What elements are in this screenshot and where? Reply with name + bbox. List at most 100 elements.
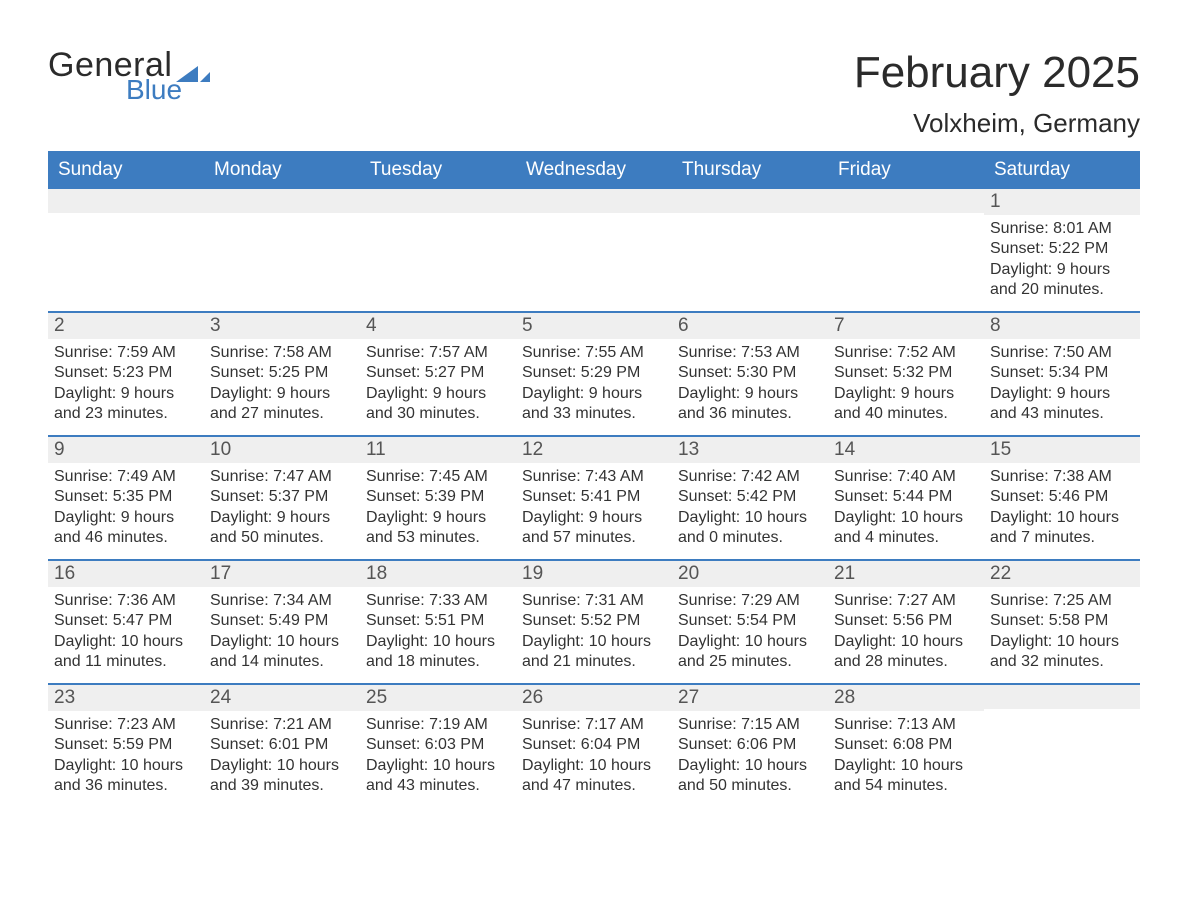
day-details: Sunrise: 8:01 AMSunset: 5:22 PMDaylight:… xyxy=(984,215,1140,311)
sunrise-text: Sunrise: 7:19 AM xyxy=(366,715,510,735)
daylight-text: Daylight: 10 hours and 43 minutes. xyxy=(366,756,510,797)
sunset-text: Sunset: 5:35 PM xyxy=(54,487,198,507)
calendar-cell xyxy=(672,189,828,311)
calendar-cell: 19Sunrise: 7:31 AMSunset: 5:52 PMDayligh… xyxy=(516,561,672,683)
day-details: Sunrise: 7:36 AMSunset: 5:47 PMDaylight:… xyxy=(48,587,204,683)
daylight-text: Daylight: 10 hours and 54 minutes. xyxy=(834,756,978,797)
day-number: 16 xyxy=(48,561,204,587)
daylight-text: Daylight: 9 hours and 36 minutes. xyxy=(678,384,822,425)
day-number: 7 xyxy=(828,313,984,339)
calendar-cell: 11Sunrise: 7:45 AMSunset: 5:39 PMDayligh… xyxy=(360,437,516,559)
calendar-week: 9Sunrise: 7:49 AMSunset: 5:35 PMDaylight… xyxy=(48,435,1140,559)
sunset-text: Sunset: 5:56 PM xyxy=(834,611,978,631)
daylight-text: Daylight: 10 hours and 36 minutes. xyxy=(54,756,198,797)
daylight-text: Daylight: 10 hours and 4 minutes. xyxy=(834,508,978,549)
daylight-text: Daylight: 9 hours and 30 minutes. xyxy=(366,384,510,425)
daylight-text: Daylight: 9 hours and 23 minutes. xyxy=(54,384,198,425)
calendar-week: 23Sunrise: 7:23 AMSunset: 5:59 PMDayligh… xyxy=(48,683,1140,807)
calendar-cell: 17Sunrise: 7:34 AMSunset: 5:49 PMDayligh… xyxy=(204,561,360,683)
sunset-text: Sunset: 6:01 PM xyxy=(210,735,354,755)
calendar-cell: 27Sunrise: 7:15 AMSunset: 6:06 PMDayligh… xyxy=(672,685,828,807)
month-title: February 2025 xyxy=(854,48,1140,98)
calendar-cell: 4Sunrise: 7:57 AMSunset: 5:27 PMDaylight… xyxy=(360,313,516,435)
sunset-text: Sunset: 5:54 PM xyxy=(678,611,822,631)
day-details: Sunrise: 7:23 AMSunset: 5:59 PMDaylight:… xyxy=(48,711,204,807)
calendar-week: 2Sunrise: 7:59 AMSunset: 5:23 PMDaylight… xyxy=(48,311,1140,435)
day-number: 21 xyxy=(828,561,984,587)
daylight-text: Daylight: 9 hours and 50 minutes. xyxy=(210,508,354,549)
sunset-text: Sunset: 5:22 PM xyxy=(990,239,1134,259)
sunset-text: Sunset: 5:25 PM xyxy=(210,363,354,383)
sunset-text: Sunset: 5:41 PM xyxy=(522,487,666,507)
sunrise-text: Sunrise: 7:27 AM xyxy=(834,591,978,611)
calendar-cell: 25Sunrise: 7:19 AMSunset: 6:03 PMDayligh… xyxy=(360,685,516,807)
calendar-cell: 13Sunrise: 7:42 AMSunset: 5:42 PMDayligh… xyxy=(672,437,828,559)
calendar-cell: 9Sunrise: 7:49 AMSunset: 5:35 PMDaylight… xyxy=(48,437,204,559)
day-number: 19 xyxy=(516,561,672,587)
day-number: 12 xyxy=(516,437,672,463)
sunset-text: Sunset: 5:44 PM xyxy=(834,487,978,507)
weekday-header: Friday xyxy=(828,151,984,189)
day-number: 8 xyxy=(984,313,1140,339)
calendar-body: 1Sunrise: 8:01 AMSunset: 5:22 PMDaylight… xyxy=(48,189,1140,807)
daynum-strip-empty xyxy=(828,189,984,213)
sunrise-text: Sunrise: 7:29 AM xyxy=(678,591,822,611)
day-details: Sunrise: 7:33 AMSunset: 5:51 PMDaylight:… xyxy=(360,587,516,683)
sunset-text: Sunset: 5:34 PM xyxy=(990,363,1134,383)
sunrise-text: Sunrise: 7:25 AM xyxy=(990,591,1134,611)
calendar-sheet: General Blue February 2025 Volxheim, Ger… xyxy=(0,0,1188,867)
calendar-cell: 28Sunrise: 7:13 AMSunset: 6:08 PMDayligh… xyxy=(828,685,984,807)
brand-logo: General Blue xyxy=(48,48,210,104)
sunrise-text: Sunrise: 7:47 AM xyxy=(210,467,354,487)
day-details: Sunrise: 7:53 AMSunset: 5:30 PMDaylight:… xyxy=(672,339,828,435)
daylight-text: Daylight: 9 hours and 40 minutes. xyxy=(834,384,978,425)
day-details: Sunrise: 7:45 AMSunset: 5:39 PMDaylight:… xyxy=(360,463,516,559)
sunrise-text: Sunrise: 7:58 AM xyxy=(210,343,354,363)
day-details: Sunrise: 7:17 AMSunset: 6:04 PMDaylight:… xyxy=(516,711,672,807)
day-number: 24 xyxy=(204,685,360,711)
calendar-cell: 5Sunrise: 7:55 AMSunset: 5:29 PMDaylight… xyxy=(516,313,672,435)
daylight-text: Daylight: 9 hours and 20 minutes. xyxy=(990,260,1134,301)
day-details: Sunrise: 7:38 AMSunset: 5:46 PMDaylight:… xyxy=(984,463,1140,559)
day-details: Sunrise: 7:15 AMSunset: 6:06 PMDaylight:… xyxy=(672,711,828,807)
sunset-text: Sunset: 5:59 PM xyxy=(54,735,198,755)
sunset-text: Sunset: 5:51 PM xyxy=(366,611,510,631)
sunrise-text: Sunrise: 7:36 AM xyxy=(54,591,198,611)
calendar-cell xyxy=(204,189,360,311)
calendar-cell: 12Sunrise: 7:43 AMSunset: 5:41 PMDayligh… xyxy=(516,437,672,559)
sunset-text: Sunset: 5:39 PM xyxy=(366,487,510,507)
sunset-text: Sunset: 5:47 PM xyxy=(54,611,198,631)
calendar-cell: 8Sunrise: 7:50 AMSunset: 5:34 PMDaylight… xyxy=(984,313,1140,435)
day-details: Sunrise: 7:34 AMSunset: 5:49 PMDaylight:… xyxy=(204,587,360,683)
sunrise-text: Sunrise: 7:42 AM xyxy=(678,467,822,487)
day-number: 17 xyxy=(204,561,360,587)
day-details: Sunrise: 7:31 AMSunset: 5:52 PMDaylight:… xyxy=(516,587,672,683)
calendar-week: 16Sunrise: 7:36 AMSunset: 5:47 PMDayligh… xyxy=(48,559,1140,683)
daylight-text: Daylight: 10 hours and 32 minutes. xyxy=(990,632,1134,673)
sunset-text: Sunset: 5:42 PM xyxy=(678,487,822,507)
sunrise-text: Sunrise: 7:38 AM xyxy=(990,467,1134,487)
sunset-text: Sunset: 6:03 PM xyxy=(366,735,510,755)
day-number: 18 xyxy=(360,561,516,587)
weekday-header: Wednesday xyxy=(516,151,672,189)
sunset-text: Sunset: 5:58 PM xyxy=(990,611,1134,631)
sunrise-text: Sunrise: 7:55 AM xyxy=(522,343,666,363)
day-number: 4 xyxy=(360,313,516,339)
calendar-cell: 18Sunrise: 7:33 AMSunset: 5:51 PMDayligh… xyxy=(360,561,516,683)
daynum-strip-empty xyxy=(984,685,1140,709)
sunrise-text: Sunrise: 7:53 AM xyxy=(678,343,822,363)
sunset-text: Sunset: 6:06 PM xyxy=(678,735,822,755)
topbar: General Blue February 2025 Volxheim, Ger… xyxy=(48,48,1140,147)
sunrise-text: Sunrise: 7:43 AM xyxy=(522,467,666,487)
day-details: Sunrise: 7:47 AMSunset: 5:37 PMDaylight:… xyxy=(204,463,360,559)
day-number: 26 xyxy=(516,685,672,711)
calendar-cell: 1Sunrise: 8:01 AMSunset: 5:22 PMDaylight… xyxy=(984,189,1140,311)
sunset-text: Sunset: 5:32 PM xyxy=(834,363,978,383)
calendar-cell: 21Sunrise: 7:27 AMSunset: 5:56 PMDayligh… xyxy=(828,561,984,683)
day-number: 27 xyxy=(672,685,828,711)
day-details: Sunrise: 7:57 AMSunset: 5:27 PMDaylight:… xyxy=(360,339,516,435)
sunrise-text: Sunrise: 7:21 AM xyxy=(210,715,354,735)
daylight-text: Daylight: 10 hours and 0 minutes. xyxy=(678,508,822,549)
sunrise-text: Sunrise: 7:52 AM xyxy=(834,343,978,363)
calendar-cell xyxy=(516,189,672,311)
